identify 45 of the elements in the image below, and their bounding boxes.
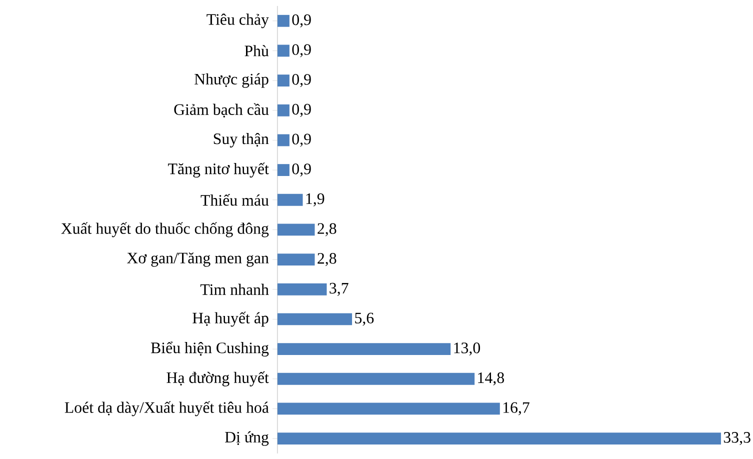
bar <box>277 224 315 236</box>
bar <box>277 313 352 325</box>
bar <box>277 432 721 444</box>
data-label: 0,9 <box>292 134 311 147</box>
bar <box>277 14 290 27</box>
y-tick-label: Tăng nitơ huyết <box>168 162 269 178</box>
y-tick-label: Loét dạ dày/Xuất huyết tiêu hoá <box>64 401 269 416</box>
data-label: 16,7 <box>503 402 530 415</box>
bar <box>277 134 290 146</box>
bar <box>277 253 315 266</box>
data-label: 13,0 <box>454 342 480 356</box>
bar <box>277 342 451 355</box>
data-label: 1,9 <box>306 193 324 206</box>
y-tick-label: Nhược giáp <box>194 73 268 88</box>
bar <box>277 402 500 414</box>
bar <box>277 44 290 56</box>
data-label: 0,9 <box>292 163 311 176</box>
bar <box>277 372 475 385</box>
y-tick-label: Tim nhanh <box>200 284 269 295</box>
y-tick-label: Hạ huyết áp <box>192 312 268 326</box>
data-label: 2,8 <box>318 223 336 236</box>
data-label: 3,7 <box>330 282 348 296</box>
y-tick-label: Thiếu máu <box>200 194 269 206</box>
data-label: 0,9 <box>292 44 311 58</box>
y-tick-label: Xơ gan/Tăng men gan <box>127 252 269 266</box>
y-tick-label: Xuất huyết do thuốc chống đông <box>61 222 269 237</box>
bar <box>277 74 290 86</box>
bar <box>277 283 327 296</box>
bar <box>277 164 290 176</box>
y-tick-label: Hạ đường huyết <box>166 371 269 386</box>
data-label: 5,6 <box>355 312 374 326</box>
data-label: 14,8 <box>478 372 504 386</box>
y-tick-label: Phù <box>244 44 269 56</box>
data-label: 0,9 <box>292 74 311 87</box>
bar <box>277 104 290 116</box>
bar <box>277 194 303 206</box>
data-label: 2,8 <box>318 252 336 266</box>
y-tick-label: Giảm bạch cầu <box>174 103 269 118</box>
y-tick-label: Tiêu chảy <box>206 13 269 28</box>
y-tick-label: Biểu hiện Cushing <box>150 341 269 356</box>
y-tick-label: Dị ứng <box>225 431 269 446</box>
data-label: 0,9 <box>292 104 311 117</box>
data-label: 0,9 <box>292 14 311 28</box>
y-tick-label: Suy thận <box>214 132 269 148</box>
data-label: 33,3 <box>724 432 750 445</box>
